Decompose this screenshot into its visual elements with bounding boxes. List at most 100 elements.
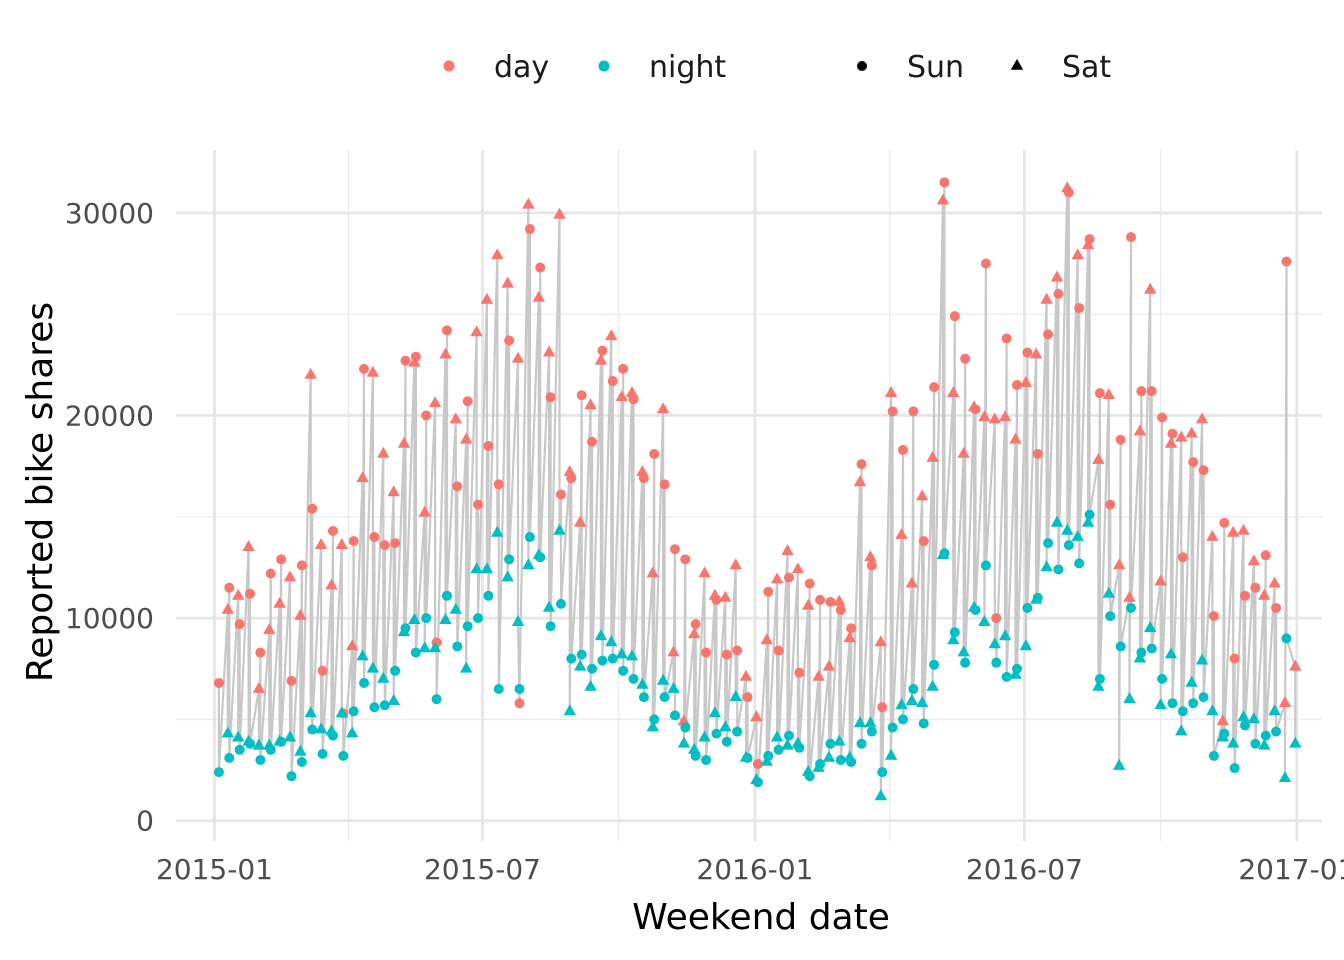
point-day-sat bbox=[387, 485, 400, 497]
point-day-sun bbox=[441, 325, 452, 336]
point-night-sat bbox=[574, 659, 587, 671]
point-night-sun bbox=[224, 752, 235, 763]
point-night-sat bbox=[636, 677, 649, 689]
point-day-sun bbox=[245, 588, 256, 599]
connector-line bbox=[217, 181, 1297, 798]
point-day-sat bbox=[491, 248, 504, 260]
point-day-sun bbox=[939, 177, 950, 188]
legend-key-day bbox=[443, 60, 455, 72]
point-night-sun bbox=[1219, 728, 1230, 739]
point-night-sun bbox=[721, 736, 732, 747]
point-day-sat bbox=[356, 471, 369, 483]
point-night-sun bbox=[400, 623, 411, 634]
point-night-sun bbox=[441, 590, 452, 601]
point-night-sat bbox=[1071, 529, 1084, 541]
point-day-sat bbox=[895, 527, 908, 539]
point-day-sun bbox=[1115, 434, 1126, 445]
point-day-sun bbox=[369, 532, 380, 543]
point-day-sun bbox=[804, 578, 815, 589]
point-night-sun bbox=[1022, 602, 1033, 613]
point-night-sun bbox=[1001, 671, 1012, 682]
point-night-sat bbox=[1289, 736, 1302, 748]
point-day-sun bbox=[1281, 256, 1292, 267]
point-night-sun bbox=[1105, 611, 1116, 622]
point-day-sat bbox=[936, 193, 950, 205]
point-night-sun bbox=[804, 771, 815, 782]
point-day-sun bbox=[597, 345, 608, 356]
point-day-sat bbox=[998, 410, 1012, 422]
point-night-sun bbox=[659, 692, 670, 703]
point-night-sun bbox=[908, 684, 919, 695]
point-night-sun bbox=[410, 647, 421, 658]
point-day-sun bbox=[1032, 448, 1043, 459]
point-night-sun bbox=[939, 548, 950, 559]
point-day-sun bbox=[410, 351, 421, 362]
point-night-sun bbox=[897, 714, 908, 725]
point-night-sun bbox=[276, 736, 287, 747]
point-day-sat bbox=[1050, 270, 1064, 282]
point-day-sat bbox=[719, 590, 732, 602]
point-night-sun bbox=[866, 726, 877, 737]
point-night-sat bbox=[905, 694, 919, 705]
point-night-sat bbox=[874, 789, 887, 801]
point-night-sat bbox=[656, 673, 670, 685]
point-night-sat bbox=[563, 704, 576, 716]
point-night-sat bbox=[1019, 639, 1033, 651]
point-day-sun bbox=[970, 404, 981, 415]
y-tick-label: 30000 bbox=[65, 197, 154, 230]
legend-key-night bbox=[598, 60, 610, 72]
point-night-sat bbox=[377, 671, 390, 683]
point-day-sat bbox=[480, 292, 494, 304]
y-axis-title: Reported bike shares bbox=[20, 302, 61, 682]
point-night-sun bbox=[566, 653, 577, 664]
point-day-sun bbox=[856, 459, 867, 470]
point-day-sat bbox=[926, 450, 939, 462]
point-night-sun bbox=[452, 641, 463, 652]
point-night-sat bbox=[470, 562, 483, 574]
point-day-sat bbox=[760, 633, 773, 645]
x-tick-label: 2015-01 bbox=[156, 853, 273, 886]
point-night-sun bbox=[1250, 738, 1261, 749]
point-night-sat bbox=[294, 744, 307, 756]
point-night-sat bbox=[822, 750, 836, 762]
point-night-sat bbox=[418, 641, 431, 653]
point-day-sun bbox=[897, 444, 908, 455]
point-night-sat bbox=[698, 730, 711, 742]
point-night-sun bbox=[431, 694, 442, 705]
point-night-sun bbox=[1115, 641, 1126, 652]
point-night-sun bbox=[462, 621, 473, 632]
point-day-sat bbox=[1092, 452, 1105, 464]
point-day-sun bbox=[359, 363, 370, 374]
point-day-sat bbox=[667, 645, 680, 657]
point-night-sat bbox=[387, 694, 400, 705]
x-tick-label: 2016-07 bbox=[966, 853, 1083, 886]
point-day-sun bbox=[887, 406, 898, 417]
point-day-sun bbox=[514, 698, 525, 709]
point-night-sun bbox=[493, 684, 504, 695]
point-day-sun bbox=[390, 538, 401, 549]
point-day-sun bbox=[618, 363, 629, 374]
point-night-sun bbox=[213, 767, 224, 778]
point-night-sun bbox=[1198, 692, 1209, 703]
point-night-sat bbox=[770, 730, 784, 742]
point-night-sat bbox=[708, 706, 722, 718]
point-night-sat bbox=[1258, 738, 1271, 750]
point-day-sat bbox=[770, 572, 784, 584]
point-day-sun bbox=[669, 544, 680, 555]
point-night-sun bbox=[1084, 509, 1095, 520]
point-day-sat bbox=[1123, 590, 1136, 602]
point-night-sun bbox=[265, 744, 276, 755]
point-day-sat bbox=[325, 578, 338, 590]
point-night-sat bbox=[1164, 647, 1178, 659]
point-night-sat bbox=[491, 525, 504, 537]
point-night-sun bbox=[1229, 763, 1240, 774]
point-night-sun bbox=[732, 726, 743, 737]
point-night-sun bbox=[960, 657, 971, 668]
point-night-sat bbox=[1175, 724, 1188, 736]
point-day-sun bbox=[1074, 303, 1085, 314]
point-night-sun bbox=[970, 604, 981, 615]
point-night-sat bbox=[1185, 675, 1198, 687]
point-night-sat bbox=[335, 706, 348, 718]
point-day-sun bbox=[276, 554, 287, 565]
